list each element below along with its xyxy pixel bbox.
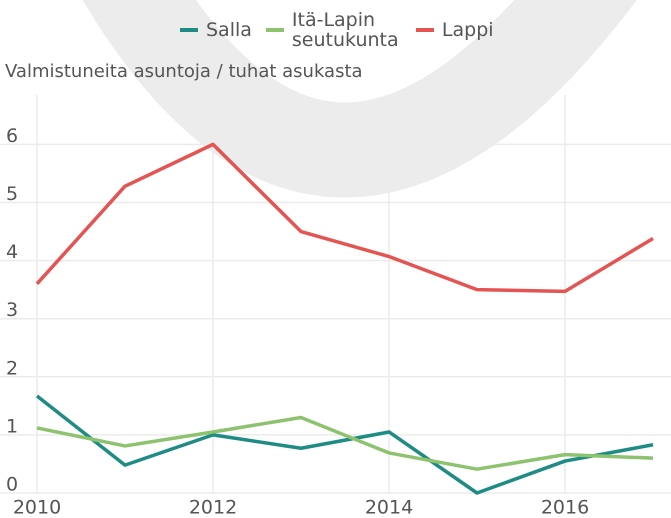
legend-swatch xyxy=(416,28,434,32)
y-tick-label: 6 xyxy=(6,125,18,147)
chart: Valmistuneita asuntoja / tuhat asukasta … xyxy=(0,0,671,518)
legend-item: Lappi xyxy=(416,20,494,40)
y-tick-label: 2 xyxy=(6,357,18,379)
legend-swatch xyxy=(180,28,198,32)
y-tick-label: 5 xyxy=(6,183,18,205)
chart-container: Valmistuneita asuntoja / tuhat asukasta … xyxy=(0,0,671,518)
x-tick-label: 2016 xyxy=(541,497,589,518)
legend-item: Salla xyxy=(180,20,252,40)
x-tick-label: 2010 xyxy=(13,497,61,518)
x-tick-label: 2014 xyxy=(365,497,413,518)
legend-label: Itä-Lapin seutukunta xyxy=(292,10,402,50)
legend-swatch xyxy=(266,28,284,32)
y-tick-label: 3 xyxy=(6,299,18,321)
legend-label: Salla xyxy=(206,20,252,40)
legend: Salla Itä-Lapin seutukunta Lappi xyxy=(180,10,494,50)
y-tick-label: 1 xyxy=(6,415,18,437)
legend-label: Lappi xyxy=(442,20,494,40)
y-tick-label: 0 xyxy=(6,474,18,496)
y-tick-label: 4 xyxy=(6,241,18,263)
legend-item: Itä-Lapin seutukunta xyxy=(266,10,402,50)
x-tick-label: 2012 xyxy=(189,497,237,518)
y-axis-label: Valmistuneita asuntoja / tuhat asukasta xyxy=(5,61,363,82)
